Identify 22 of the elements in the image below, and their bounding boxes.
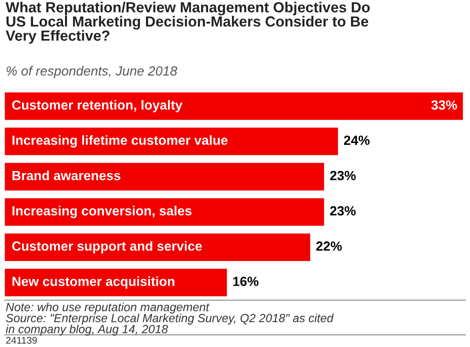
bar: [4, 92, 463, 120]
data-label: 23%: [330, 170, 356, 180]
y-tick-label: Increasing conversion, sales: [12, 206, 192, 218]
y-tick-label: Increasing lifetime customer value: [12, 135, 228, 148]
text: Note: who use reputation management Source: "Enterprise Local Marketing Survey, Q2 2018" as cited in company blog, Aug 14, 2018: [6, 302, 334, 336]
y-tick-label: New customer acquisition: [12, 276, 174, 289]
text: 241139: [6, 336, 37, 344]
bar: [4, 268, 227, 296]
chart-title: What Reputation/Review Management Objectives Do US Local Marketing Decision-Makers Consider to Be Very Effective?: [6, 2, 370, 44]
data-label: 23%: [330, 206, 356, 216]
bar: [4, 233, 310, 261]
y-tick-label: Customer retention, loyalty: [12, 100, 182, 112]
bar: [4, 162, 324, 190]
chart-subtitle: % of respondents, June 2018: [6, 66, 178, 78]
bar: [4, 128, 338, 156]
bar: [4, 198, 324, 226]
data-label: 16%: [233, 276, 258, 286]
y-tick-label: Customer support and service: [12, 241, 202, 254]
data-label: 22%: [316, 241, 342, 251]
y-tick-label: Brand awareness: [12, 170, 120, 180]
data-label: 33%: [431, 100, 458, 110]
data-label: 24%: [344, 136, 370, 145]
